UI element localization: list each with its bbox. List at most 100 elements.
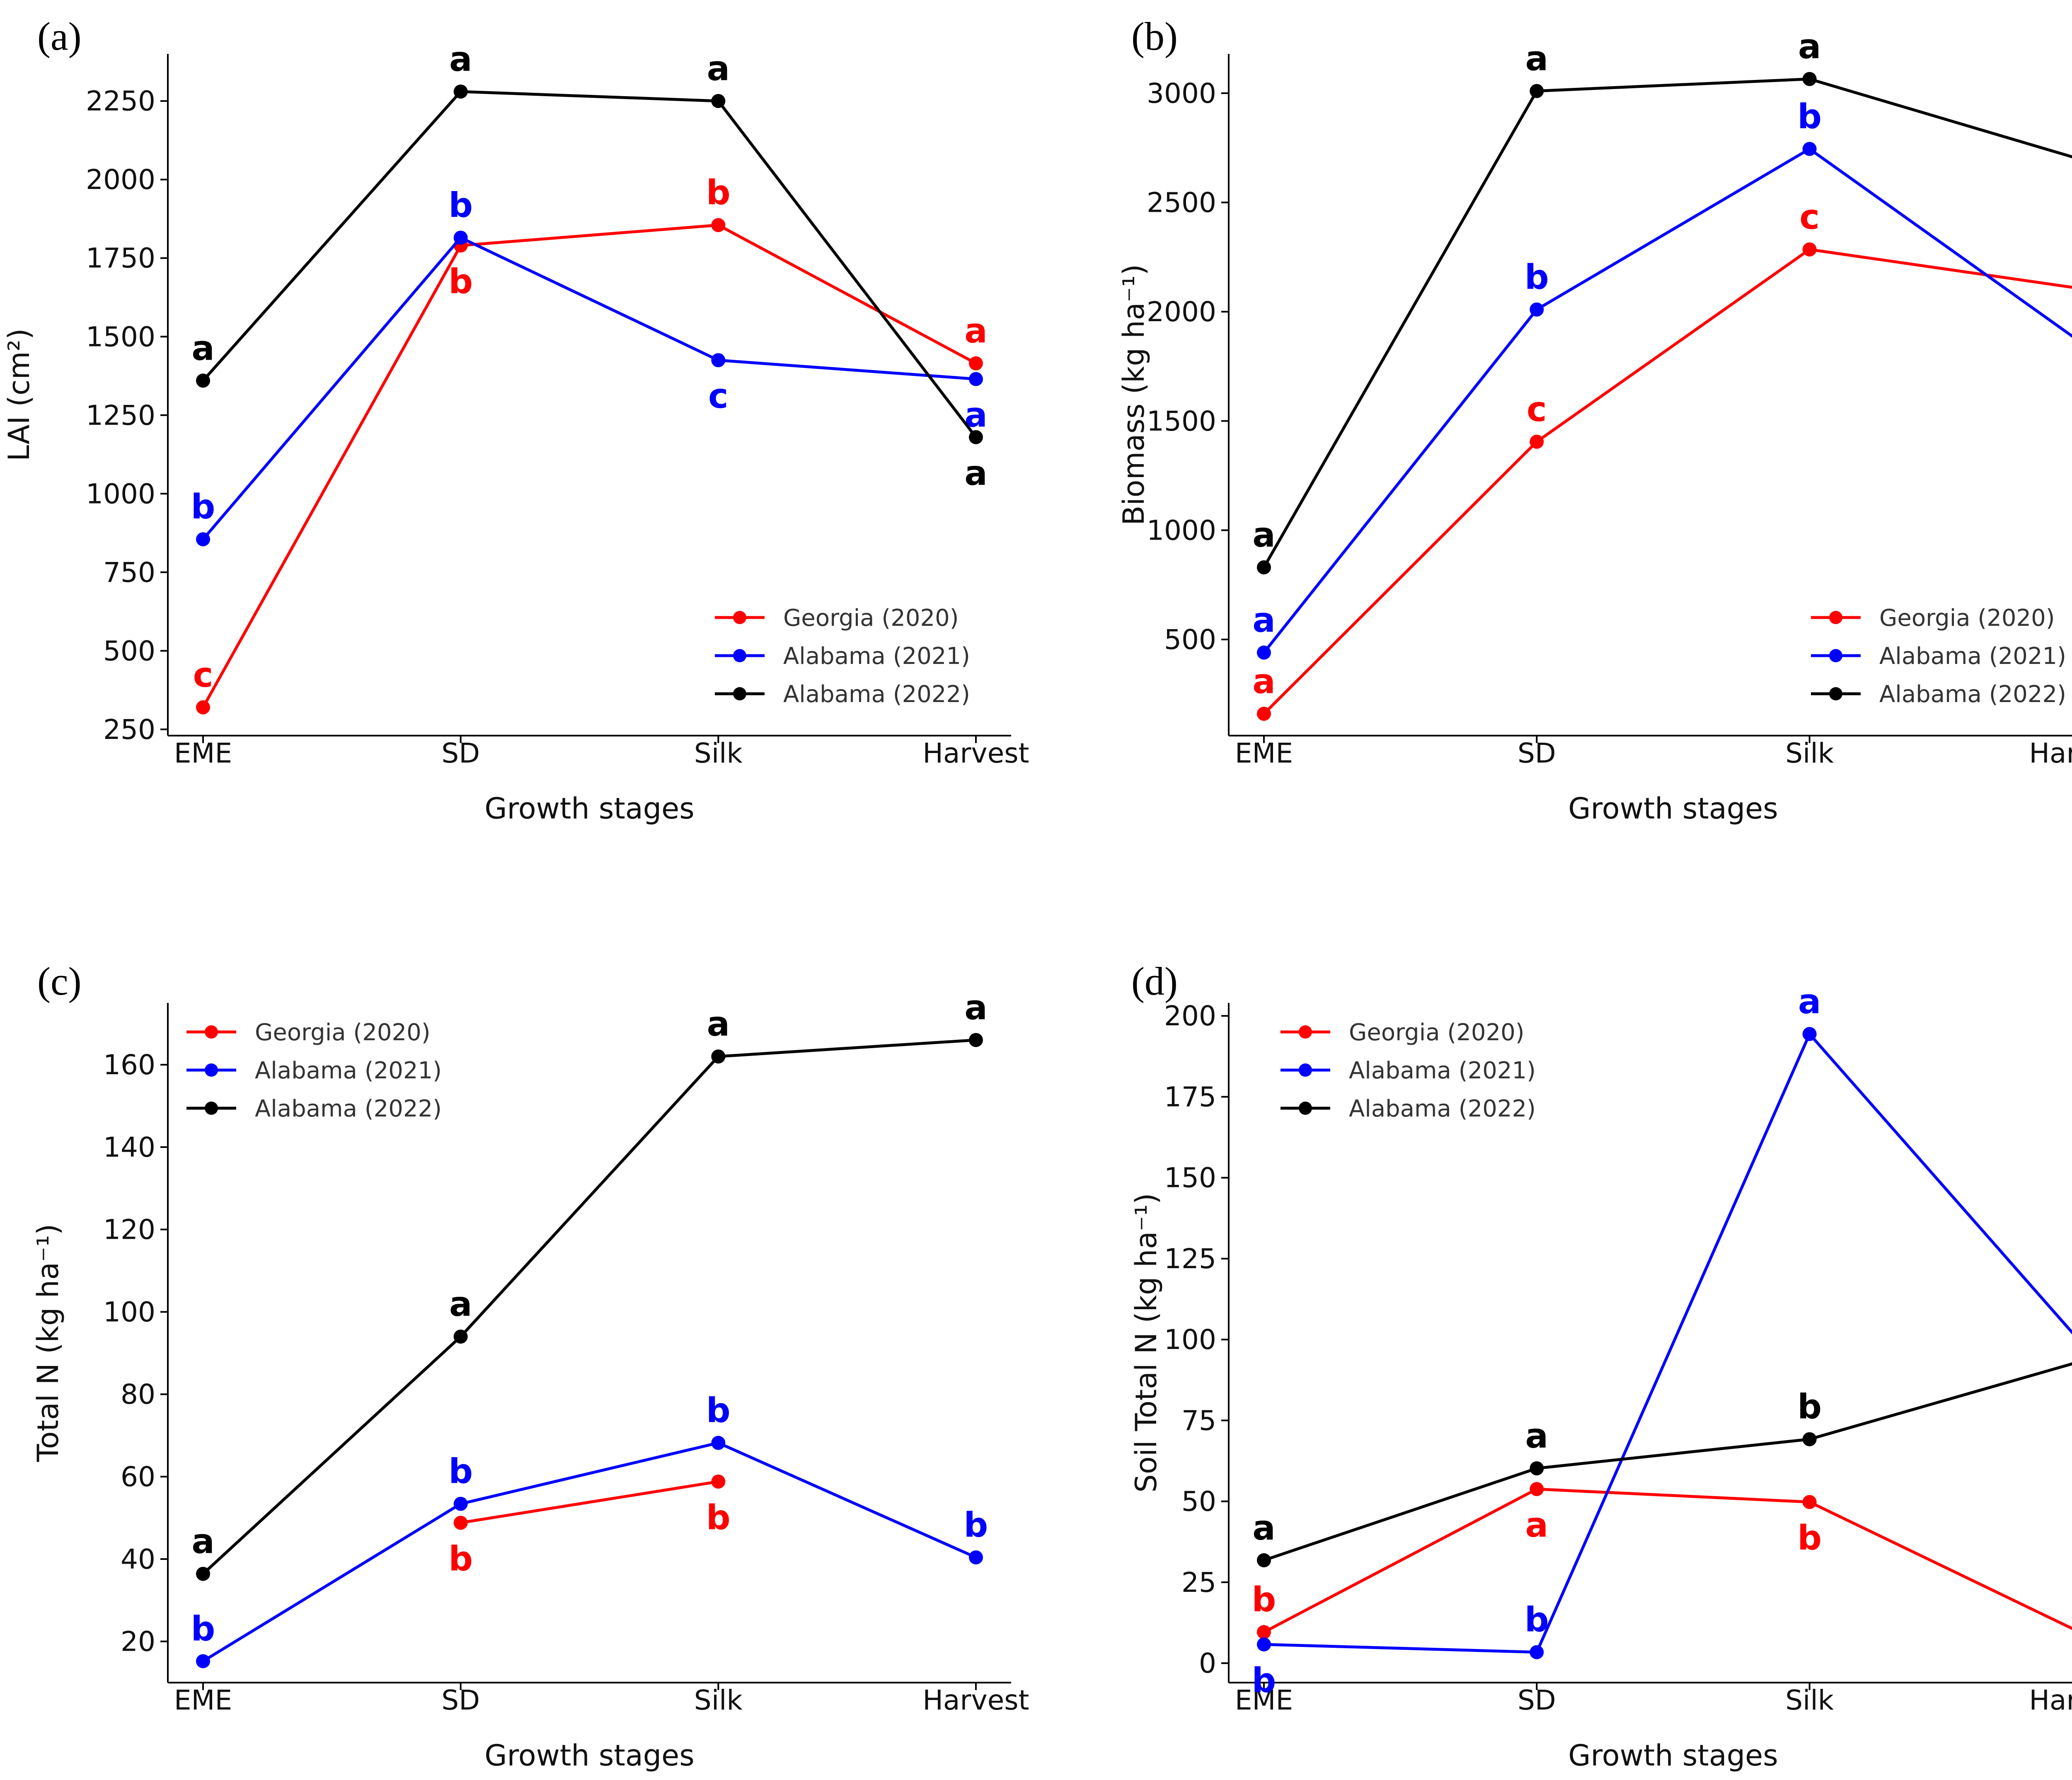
significance-letter: c xyxy=(1527,390,1547,429)
series-line-georgia-2020 xyxy=(1263,248,2072,715)
x-tick-label: SD xyxy=(1518,1684,1556,1716)
panel-label: (d) xyxy=(1131,959,1178,1003)
y-tick-label: 1500 xyxy=(1147,405,1216,437)
x-tick-label: SD xyxy=(441,1684,480,1716)
series-line-alabama-2021 xyxy=(202,1441,977,1663)
legend-label: Alabama (2022) xyxy=(255,1095,442,1122)
y-axis-title: Biomass (kg ha⁻¹) xyxy=(1117,264,1151,526)
panel-label: (c) xyxy=(37,959,82,1003)
significance-letter: c xyxy=(1799,198,1820,237)
significance-letter: b xyxy=(1797,1388,1822,1427)
legend-label: Georgia (2020) xyxy=(783,605,959,632)
significance-letter: b xyxy=(1252,1580,1276,1620)
y-tick-label: 125 xyxy=(1164,1243,1216,1275)
data-point-georgia-2020 xyxy=(1257,707,1271,721)
significance-letter: b xyxy=(1797,97,1822,136)
data-point-georgia-2020 xyxy=(1802,1495,1817,1509)
panel-2: (b) 500 1000 1500 2000 2500 3000 EME SD Silk Harve… xyxy=(1117,14,2072,826)
data-point-georgia-2020 xyxy=(1530,434,1544,449)
legend-label: Georgia (2020) xyxy=(255,1019,431,1046)
legend-label: Alabama (2021) xyxy=(255,1057,442,1084)
significance-letter: a xyxy=(1798,27,1821,67)
data-point-alabama-2022 xyxy=(969,430,983,444)
legend-label: Alabama (2022) xyxy=(783,681,970,708)
x-tick-label: Silk xyxy=(1785,1684,1834,1716)
data-point-georgia-2020 xyxy=(711,218,726,232)
legend-marker xyxy=(205,1025,218,1039)
y-tick-label: 3000 xyxy=(1147,77,1216,109)
significance-letter: b xyxy=(448,262,473,301)
y-tick-label: 60 xyxy=(121,1461,155,1493)
data-point-georgia-2020 xyxy=(453,1516,468,1530)
legend-marker xyxy=(1829,611,1842,624)
significance-letter: a xyxy=(707,49,730,89)
legend-label: Alabama (2021) xyxy=(1879,643,2066,670)
x-tick-label: Silk xyxy=(694,1684,743,1716)
significance-letter: a xyxy=(707,1005,730,1044)
significance-letter: a xyxy=(2071,1292,2072,1332)
legend-marker xyxy=(733,611,746,624)
legend-marker xyxy=(1299,1063,1312,1077)
significance-letter: b xyxy=(448,186,473,225)
panel-label: (b) xyxy=(1131,14,1178,58)
x-axis-title: Growth stages xyxy=(1568,1739,1778,1773)
significance-letter: c xyxy=(708,377,729,416)
significance-letter: b xyxy=(191,487,215,527)
legend-label: Georgia (2020) xyxy=(1879,605,2055,632)
x-tick-label: Harvest xyxy=(922,1684,1029,1716)
y-tick-label: 1000 xyxy=(1147,514,1216,546)
legend-marker xyxy=(733,687,746,700)
data-point-georgia-2020 xyxy=(711,1474,726,1489)
y-tick-label: 500 xyxy=(1164,624,1216,656)
significance-letter: a xyxy=(1252,1509,1275,1548)
y-tick-label: 100 xyxy=(1164,1324,1216,1356)
y-tick-label: 75 xyxy=(1181,1405,1216,1436)
significance-letter: b xyxy=(448,1452,473,1492)
y-tick-label: 2250 xyxy=(86,85,155,117)
series-line-georgia-2020 xyxy=(201,223,977,708)
legend-marker xyxy=(1829,687,1842,700)
data-point-alabama-2022 xyxy=(1802,1432,1817,1446)
data-point-alabama-2021 xyxy=(1257,645,1271,660)
panel-label: (a) xyxy=(37,14,82,58)
y-tick-label: 750 xyxy=(103,557,155,588)
y-axis-title: Soil Total N (kg ha⁻¹) xyxy=(1129,1193,1163,1493)
series-line-alabama-2021 xyxy=(202,236,976,540)
significance-letter: a xyxy=(1252,601,1275,640)
series-line-alabama-2021 xyxy=(1264,1032,2072,1654)
y-tick-label: 175 xyxy=(1164,1081,1216,1113)
data-point-alabama-2021 xyxy=(196,532,210,547)
series-line-alabama-2022 xyxy=(202,1038,976,1575)
significance-letter: a xyxy=(449,40,472,79)
panel-1: (a) 250 500 750 1000 1250 1500 1750 2000 2250 EME S… xyxy=(2,14,1029,826)
data-point-alabama-2022 xyxy=(969,1033,983,1047)
panel-4: (d) 0 25 50 75 100 125 150 175 200 EME SD Silk Harves… xyxy=(1129,959,2072,1773)
significance-letter: a xyxy=(1798,982,1821,1022)
y-tick-label: 250 xyxy=(103,714,155,746)
significance-letter: a xyxy=(2071,108,2072,148)
y-tick-label: 20 xyxy=(121,1626,155,1658)
x-axis-title: Growth stages xyxy=(1568,792,1778,826)
x-tick-label: EME xyxy=(174,737,232,769)
x-tick-label: SD xyxy=(441,737,480,769)
x-tick-label: SD xyxy=(1518,737,1556,769)
y-tick-label: 200 xyxy=(1164,1000,1216,1032)
x-tick-label: EME xyxy=(1235,737,1293,769)
legend-label: Alabama (2021) xyxy=(783,643,970,670)
significance-letter: b xyxy=(191,1609,215,1649)
y-tick-label: 40 xyxy=(121,1543,155,1575)
y-tick-label: 80 xyxy=(121,1378,155,1410)
series-line-georgia-2020 xyxy=(1263,1487,2072,1634)
data-point-alabama-2021 xyxy=(969,1550,983,1564)
data-point-alabama-2021 xyxy=(711,353,726,368)
data-point-alabama-2021 xyxy=(1802,142,1817,156)
legend-marker xyxy=(1829,649,1842,662)
y-axis-title: Total N (kg ha⁻¹) xyxy=(31,1224,65,1462)
significance-letter: a xyxy=(191,329,214,368)
series-line-alabama-2022 xyxy=(1263,1362,2072,1562)
significance-letter: a xyxy=(1525,1417,1548,1456)
y-tick-label: 25 xyxy=(1181,1567,1216,1598)
y-tick-label: 100 xyxy=(103,1296,155,1328)
significance-letter: b xyxy=(2070,360,2072,400)
significance-letter: b xyxy=(448,1539,473,1579)
